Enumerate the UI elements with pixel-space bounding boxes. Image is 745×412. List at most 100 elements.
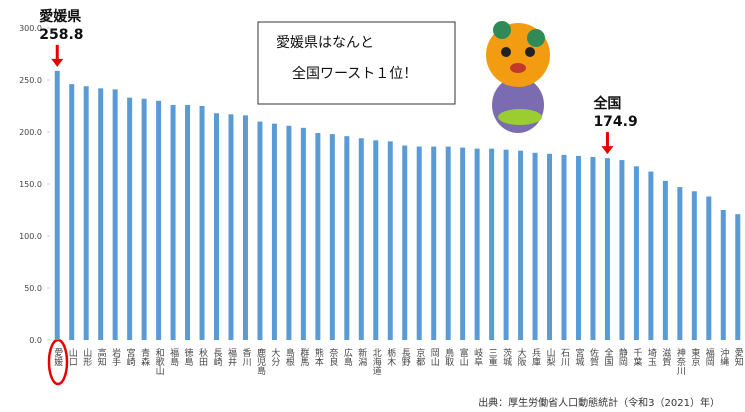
bar [474,148,480,340]
bar [257,121,263,340]
x-tick-label: 静岡 [617,347,628,367]
bar [315,133,321,340]
bar [271,123,277,341]
x-tick-label: 茨城 [501,347,512,367]
x-tick-label: 富山 [458,347,469,366]
bar [387,141,393,340]
bar [648,171,654,340]
callout-line: 全国ワースト１位！ [292,65,417,82]
x-tick-label: 福島 [168,347,179,367]
x-tick-label: 愛知 [733,347,744,367]
bar [677,187,683,340]
x-tick-label: 滋賀 [660,347,671,367]
x-tick-label: 沖縄 [718,347,729,366]
bar [141,98,147,340]
y-tick-label: 0.0 [29,336,42,345]
x-tick-label: 福岡 [704,347,715,367]
mascot [486,21,550,133]
x-tick-label: 福井 [226,347,237,367]
x-tick-label: 高知 [96,347,107,367]
bar [590,156,596,340]
bar [242,115,248,340]
bar [373,140,379,340]
bar [185,104,191,341]
x-tick-label: 千葉 [631,348,642,367]
x-tick-label: 秋田 [197,347,208,367]
bar [662,180,668,340]
bar [199,106,205,340]
x-tick-label: 大阪 [516,347,527,367]
arrow-head [601,146,614,155]
bar [402,145,408,340]
bar [518,150,524,340]
x-tick-label: 石川 [559,348,570,366]
x-tick-label: 鳥取 [443,347,454,367]
x-tick-label: 山形 [81,348,92,367]
x-tick-label: 北海道 [371,348,382,376]
annotation-label: 愛媛県 [39,8,81,25]
x-tick-label: 岐阜 [472,347,483,367]
bar [547,153,553,340]
bar [228,114,234,340]
x-tick-label: 兵庫 [530,347,541,367]
bar [69,84,75,340]
x-tick-label: 岡山 [429,348,440,366]
bar [489,148,495,340]
x-tick-label: 栃木 [385,347,396,367]
x-tick-label: 島根 [284,347,295,367]
y-tick-label: 200.0 [19,128,42,137]
y-tick-label: 300.0 [19,24,42,33]
x-tick-label: 群馬 [298,347,309,367]
bar [358,138,364,340]
x-tick-label: 奈良 [327,347,338,367]
arrow-head [51,58,64,67]
bar [98,88,104,340]
value-label: 174.9 [593,114,637,130]
x-tick-label: 熊本 [313,347,324,367]
bar [691,191,697,340]
x-tick-label: 京都 [414,347,425,367]
x-tick-label: 長野 [400,348,411,366]
x-tick-label: 岩手 [110,347,121,367]
y-tick-label: 100.0 [19,232,42,241]
x-tick-label: 広島 [342,347,353,367]
bar [344,136,350,340]
x-tick-label: 全国 [602,347,613,367]
bar [720,210,726,340]
bar [127,97,133,341]
bar [735,214,741,340]
x-tick-label: 徳島 [183,347,194,367]
x-tick-label: 青森 [139,347,150,367]
bar [214,113,220,340]
bar [54,70,60,341]
value-label: 258.8 [39,27,83,43]
bar [83,86,89,341]
bar [286,125,292,340]
bar [431,146,437,340]
bar [156,100,162,340]
x-tick-label: 埼玉 [646,347,657,366]
annotation-label: 全国 [592,95,621,112]
x-tick-label: 香川 [240,348,251,366]
x-tick-label: 三重 [487,348,498,366]
x-tick-label: 愛媛 [52,347,63,367]
bar [416,146,422,340]
x-tick-label: 宮崎 [125,347,136,366]
bar [532,152,538,340]
bar [604,158,610,340]
bar [619,160,625,340]
x-tick-label: 山梨 [545,348,556,367]
bar [706,196,712,340]
bar [445,146,451,340]
x-tick-label: 佐賀 [588,347,599,367]
y-tick-label: 50.0 [24,284,42,293]
x-tick-label: 鹿児島 [255,347,266,376]
bar [112,89,118,340]
bar [503,149,509,340]
x-tick-label: 和歌山 [154,348,165,375]
bar [329,134,335,340]
callout-line: 愛媛県はなんと [276,35,374,51]
x-tick-label: 東京 [689,347,700,367]
x-tick-label: 新潟 [356,347,367,367]
